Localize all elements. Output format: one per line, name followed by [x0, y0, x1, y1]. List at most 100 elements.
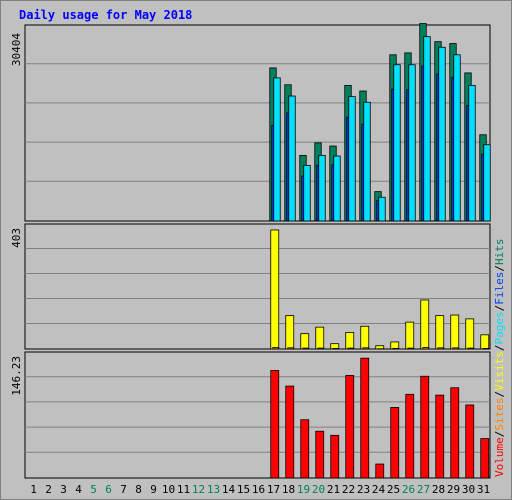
bar-volume-24 [375, 463, 385, 479]
x-tick-label-8: 8 [135, 483, 142, 496]
x-tick-label-2: 2 [45, 483, 52, 496]
bar-volume-20 [315, 430, 325, 479]
x-tick-label-15: 15 [237, 483, 250, 496]
bar-volume-30 [465, 404, 475, 479]
x-tick-label-1: 1 [30, 483, 37, 496]
bar-sites-27 [422, 347, 430, 350]
bar-visits-26 [405, 321, 415, 350]
x-tick-label-16: 16 [252, 483, 265, 496]
legend-files: Files [493, 272, 506, 305]
legend-sites: Sites [493, 398, 506, 431]
bar-volume-26 [405, 393, 415, 479]
x-tick-label-4: 4 [75, 483, 82, 496]
bar-visits-17 [270, 229, 280, 350]
bar-visits-29 [450, 314, 460, 350]
visits-sites-panel: 403 [10, 223, 491, 350]
bars-layer [269, 23, 491, 479]
bar-sites-30 [467, 347, 475, 350]
bar-pages-26 [408, 64, 416, 222]
legend-pages: Pages [493, 311, 506, 344]
x-tick-label-31: 31 [477, 483, 490, 496]
visits-max-label: 403 [10, 228, 23, 248]
bar-sites-18 [287, 347, 295, 350]
bar-sites-22 [347, 347, 355, 350]
x-tick-label-25: 25 [387, 483, 400, 496]
bar-pages-22 [348, 96, 356, 222]
bar-sites-28 [437, 347, 445, 350]
legend-separator: / [493, 391, 506, 398]
bar-volume-17 [270, 370, 280, 479]
bar-visits-18 [285, 315, 295, 350]
bar-visits-20 [315, 326, 325, 350]
bar-sites-25 [392, 348, 400, 350]
bar-volume-28 [435, 394, 445, 479]
x-tick-label-23: 23 [357, 483, 370, 496]
x-tick-label-28: 28 [432, 483, 445, 496]
x-tick-label-21: 21 [327, 483, 340, 496]
x-tick-label-27: 27 [417, 483, 430, 496]
hits-files-pages-panel: 30404 [10, 24, 491, 222]
x-tick-label-5: 5 [90, 483, 97, 496]
bar-pages-19 [303, 164, 311, 222]
bar-sites-17 [272, 347, 280, 350]
bar-volume-25 [390, 407, 400, 479]
x-axis-labels: 1 2 3 4 5 6 7 8 9 10 11 12 13 14 15 16 17 18 19 20 21 22 23 24 2… [30, 483, 490, 496]
bar-pages-23 [363, 101, 371, 222]
x-tick-label-24: 24 [372, 483, 386, 496]
x-tick-label-14: 14 [222, 483, 236, 496]
x-tick-label-22: 22 [342, 483, 355, 496]
legend-separator: / [493, 265, 506, 272]
x-tick-label-6: 6 [105, 483, 112, 496]
x-tick-label-20: 20 [312, 483, 325, 496]
bar-sites-29 [452, 347, 460, 350]
volume-panel-frame [24, 351, 491, 479]
bar-volume-29 [450, 387, 460, 479]
bar-sites-19 [302, 347, 310, 350]
bar-sites-21 [332, 348, 340, 350]
volume-panel: 146.23 [10, 351, 491, 479]
x-tick-label-11: 11 [177, 483, 190, 496]
bar-volume-23 [360, 357, 370, 479]
x-tick-label-18: 18 [282, 483, 295, 496]
legend-separator: / [493, 431, 506, 438]
bar-visits-25 [390, 341, 400, 350]
bar-volume-19 [300, 419, 310, 479]
bar-pages-18 [288, 95, 296, 222]
x-tick-label-30: 30 [462, 483, 475, 496]
bar-visits-23 [360, 325, 370, 350]
bar-sites-20 [317, 347, 325, 350]
legend-separator: / [493, 345, 506, 352]
bar-volume-21 [330, 434, 340, 479]
x-tick-label-26: 26 [402, 483, 415, 496]
bar-pages-28 [438, 46, 446, 222]
legend: Volume/Sites/Visits/Pages/Files/Hits [493, 239, 506, 478]
legend-visits: Visits [493, 351, 506, 391]
bar-volume-31 [480, 438, 490, 479]
volume-max-label: 146.23 [10, 356, 23, 396]
bar-pages-21 [333, 155, 341, 222]
x-tick-label-12: 12 [192, 483, 205, 496]
x-tick-label-9: 9 [150, 483, 157, 496]
bar-pages-20 [318, 154, 326, 222]
bar-visits-19 [300, 333, 310, 350]
hits-max-label: 30404 [10, 33, 23, 66]
bar-visits-27 [420, 299, 430, 350]
legend-volume: Volume [493, 437, 506, 477]
x-tick-label-7: 7 [120, 483, 127, 496]
bar-pages-31 [483, 144, 491, 222]
bar-volume-27 [420, 375, 430, 479]
visits-panel-frame [24, 223, 491, 350]
bar-volume-22 [345, 375, 355, 479]
bar-visits-30 [465, 318, 475, 350]
bar-sites-31 [482, 348, 490, 350]
x-tick-label-3: 3 [60, 483, 67, 496]
bar-visits-28 [435, 315, 445, 350]
bar-sites-26 [407, 347, 415, 350]
bar-pages-30 [468, 84, 476, 222]
bar-pages-25 [393, 64, 401, 222]
x-tick-label-19: 19 [297, 483, 310, 496]
bar-pages-24 [378, 196, 386, 222]
bar-pages-29 [453, 54, 461, 222]
x-tick-label-29: 29 [447, 483, 460, 496]
